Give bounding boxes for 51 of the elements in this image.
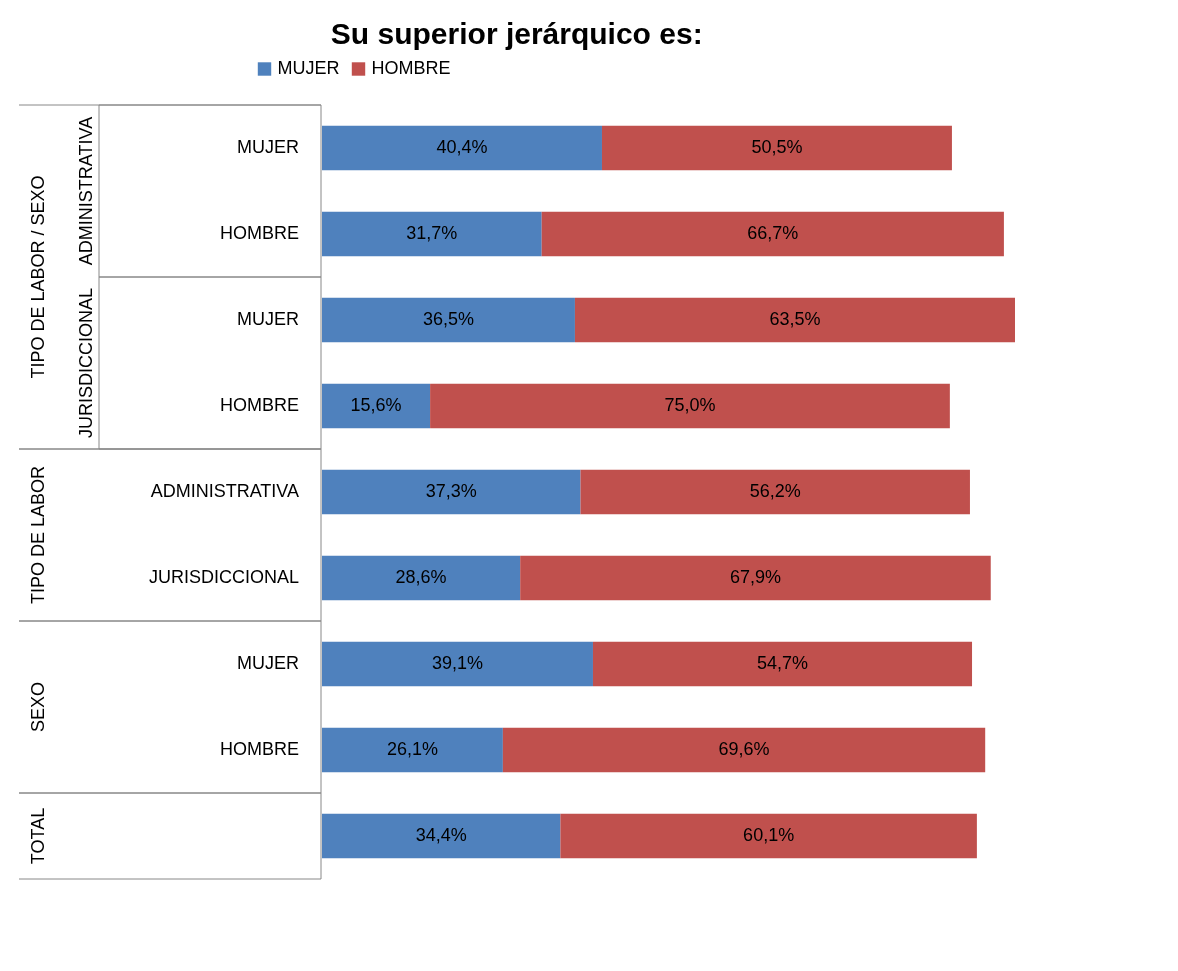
data-label: 39,1%	[431, 653, 483, 673]
bar	[322, 641, 593, 687]
y-tick-label: MUJER	[237, 137, 299, 157]
bar	[322, 297, 575, 343]
bar	[322, 211, 542, 257]
data-label: 36,5%	[422, 309, 474, 329]
y-tick-label: ADMINISTRATIVA	[150, 481, 299, 501]
bar	[322, 555, 521, 601]
text: TOTAL	[28, 807, 48, 865]
data-label: 56,2%	[749, 481, 801, 501]
data-label: 75,0%	[664, 395, 716, 415]
data-label: 67,9%	[729, 567, 781, 587]
y-tick-label: MUJER	[237, 309, 299, 329]
data-label: 28,6%	[395, 567, 447, 587]
bar	[541, 211, 1004, 257]
bar	[580, 469, 970, 515]
y-tick-label: HOMBRE	[219, 223, 299, 243]
bar	[322, 813, 561, 859]
y-tick-label: JURISDICCIONAL	[148, 567, 299, 587]
bar	[560, 813, 977, 859]
bar	[322, 125, 602, 171]
legend-label: MUJER	[277, 58, 340, 78]
bar	[502, 727, 986, 773]
data-label: 66,7%	[747, 223, 799, 243]
data-label: 69,6%	[718, 739, 770, 759]
data-label: 63,5%	[769, 309, 821, 329]
bar	[430, 383, 950, 429]
bar	[322, 469, 581, 515]
legend-label: HOMBRE	[371, 58, 451, 78]
data-label: 37,3%	[425, 481, 477, 501]
bar	[601, 125, 952, 171]
y-tick-label: MUJER	[237, 653, 299, 673]
text: SEXO	[28, 681, 48, 733]
text: TIPO DE LABOR	[28, 465, 48, 605]
y-tick-label: HOMBRE	[219, 395, 299, 415]
data-label: 40,4%	[436, 137, 488, 157]
data-label: 54,7%	[756, 653, 809, 673]
data-label: 50,5%	[751, 137, 803, 157]
bar	[592, 641, 973, 687]
bar	[520, 555, 991, 601]
bar	[574, 297, 1015, 343]
chart-title: Su superior jerárquico es:	[330, 17, 703, 50]
text: TIPO DE LABOR / SEXO	[28, 175, 48, 379]
y-tick-label: HOMBRE	[219, 739, 299, 759]
data-label: 34,4%	[415, 825, 467, 845]
bar	[322, 727, 503, 773]
data-label: 15,6%	[350, 395, 402, 415]
bar	[322, 383, 431, 429]
data-label: 31,7%	[406, 223, 458, 243]
data-label: 60,1%	[743, 825, 795, 845]
data-label: 26,1%	[386, 739, 438, 759]
